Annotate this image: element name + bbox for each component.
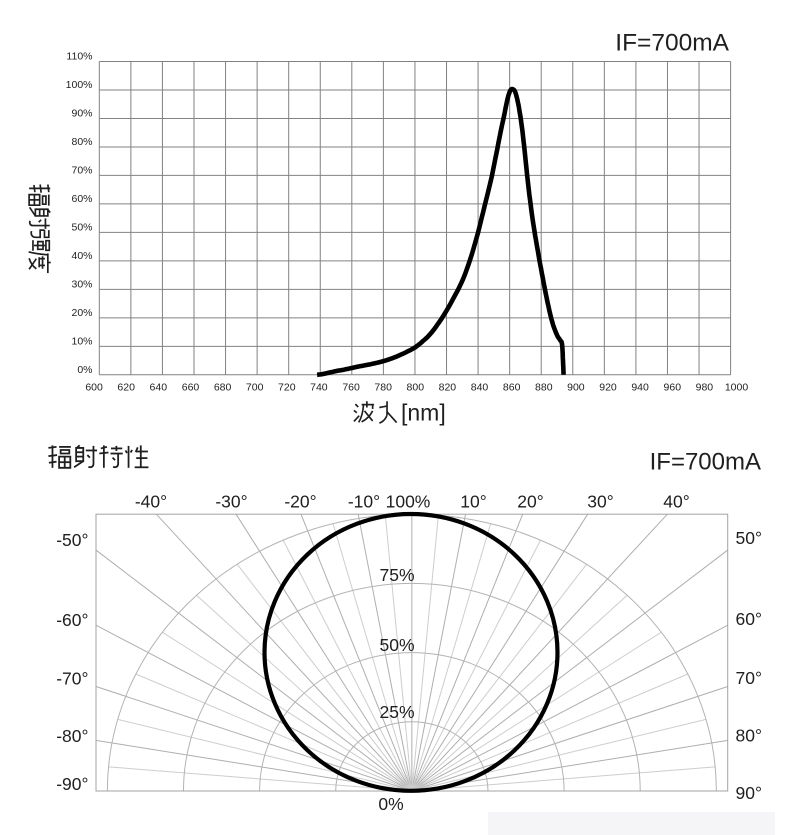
svg-text:20%: 20% [71, 307, 92, 319]
svg-text:50%: 50% [71, 221, 92, 233]
svg-text:-70°: -70° [56, 668, 88, 688]
svg-text:10°: 10° [460, 492, 486, 512]
svg-text:20°: 20° [517, 492, 543, 512]
svg-text:820: 820 [439, 382, 457, 394]
svg-text:IF=700mA: IF=700mA [615, 30, 729, 57]
svg-text:60%: 60% [71, 193, 92, 205]
svg-text:0%: 0% [77, 364, 92, 376]
svg-text:860: 860 [503, 382, 521, 394]
svg-text:60°: 60° [736, 609, 762, 629]
svg-text:80%: 80% [71, 136, 92, 148]
svg-text:840: 840 [471, 382, 489, 394]
svg-text:640: 640 [150, 382, 168, 394]
svg-text:40°: 40° [663, 492, 689, 512]
svg-text:40%: 40% [71, 250, 92, 262]
svg-text:80°: 80° [736, 725, 762, 745]
svg-text:800: 800 [407, 382, 425, 394]
svg-text:600: 600 [85, 382, 103, 394]
svg-text:90°: 90° [736, 783, 762, 803]
svg-text:680: 680 [214, 382, 232, 394]
svg-text:90%: 90% [71, 108, 92, 120]
svg-text:10%: 10% [71, 335, 92, 347]
svg-text:660: 660 [182, 382, 200, 394]
svg-text:-40°: -40° [135, 492, 167, 512]
svg-text:880: 880 [535, 382, 553, 394]
svg-text:-60°: -60° [56, 610, 88, 630]
svg-text:-80°: -80° [56, 726, 88, 746]
svg-text:-50°: -50° [56, 530, 88, 550]
svg-text:30%: 30% [71, 278, 92, 290]
svg-text:0%: 0% [378, 794, 403, 814]
svg-text:900: 900 [567, 382, 585, 394]
svg-text:720: 720 [278, 382, 296, 394]
svg-text:70°: 70° [736, 668, 762, 688]
svg-text:100%: 100% [66, 79, 93, 91]
svg-text:980: 980 [696, 382, 714, 394]
svg-text:920: 920 [599, 382, 617, 394]
svg-text:1000: 1000 [725, 382, 749, 394]
svg-text:960: 960 [664, 382, 682, 394]
svg-text:740: 740 [310, 382, 328, 394]
svg-text:620: 620 [117, 382, 135, 394]
svg-text:100%: 100% [386, 492, 431, 512]
svg-text:-30°: -30° [215, 492, 247, 512]
svg-text:110%: 110% [66, 51, 92, 63]
svg-text:75%: 75% [379, 565, 414, 585]
svg-text:-20°: -20° [284, 492, 316, 512]
svg-text:IF=700mA: IF=700mA [650, 449, 761, 476]
svg-text:50%: 50% [379, 635, 414, 655]
svg-text:30°: 30° [587, 492, 613, 512]
svg-text:700: 700 [246, 382, 264, 394]
svg-text:-10°: -10° [348, 492, 380, 512]
svg-text:780: 780 [374, 382, 392, 394]
svg-text:[nm]: [nm] [401, 400, 446, 426]
svg-text:50°: 50° [736, 528, 762, 548]
svg-text:760: 760 [342, 382, 360, 394]
svg-text:-90°: -90° [56, 774, 88, 794]
svg-text:940: 940 [631, 382, 649, 394]
svg-text:70%: 70% [71, 164, 92, 176]
svg-text:25%: 25% [379, 702, 414, 722]
